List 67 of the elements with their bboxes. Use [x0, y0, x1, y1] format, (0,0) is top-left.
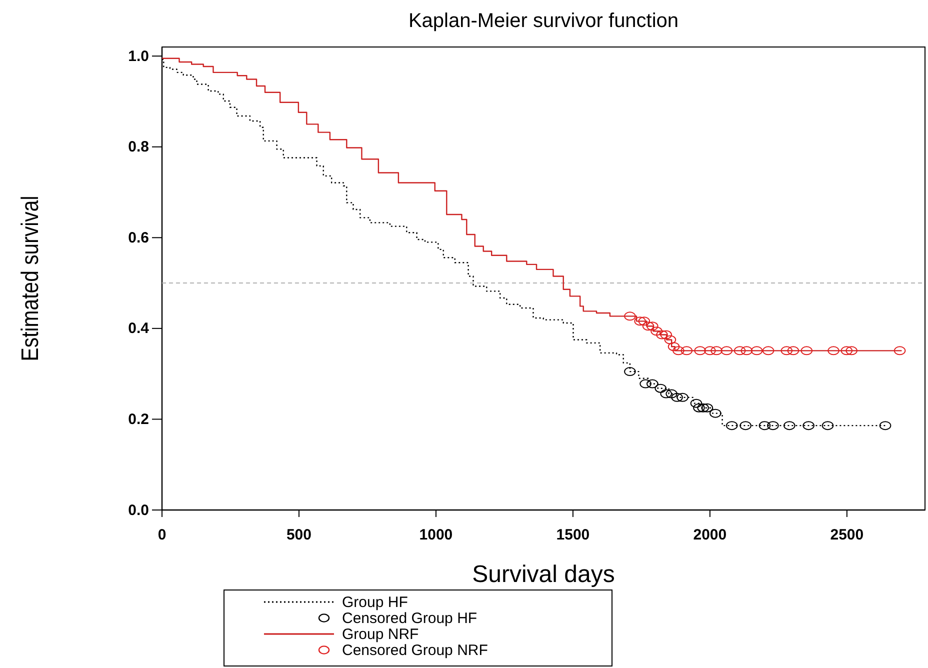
- point: [676, 392, 688, 402]
- x-tick-label: 2500: [830, 526, 864, 544]
- point: [664, 335, 676, 344]
- y-tick-label: 0.8: [128, 138, 149, 156]
- point: [656, 330, 668, 340]
- y-tick-label: 0.2: [128, 411, 149, 428]
- y-tick-label: 1.0: [128, 48, 149, 65]
- point: [894, 346, 906, 356]
- point: [693, 403, 705, 412]
- point: [787, 346, 800, 356]
- point: [646, 379, 658, 388]
- point: [638, 316, 650, 326]
- legend-label: Group NRF: [342, 626, 419, 643]
- point: [783, 421, 796, 430]
- point: [634, 316, 646, 326]
- point: [822, 421, 834, 430]
- legend-label: Group HF: [342, 594, 408, 611]
- x-axis-title: Survival days: [472, 561, 615, 588]
- point: [650, 326, 662, 336]
- point: [660, 389, 672, 398]
- y-tick-label: 0.6: [128, 229, 149, 246]
- point: [654, 384, 667, 393]
- point: [846, 346, 858, 356]
- point: [828, 346, 840, 356]
- point: [740, 346, 753, 356]
- point: [750, 346, 763, 356]
- point: [690, 398, 702, 408]
- point: [800, 346, 813, 356]
- point: [740, 421, 752, 430]
- point: [624, 312, 636, 321]
- point: [624, 367, 636, 376]
- point: [710, 408, 722, 418]
- point: [704, 346, 716, 356]
- x-tick-label: 0: [158, 526, 166, 544]
- point: [720, 346, 733, 356]
- x-tick-label: 500: [286, 526, 312, 544]
- y-tick-label: 0.0: [128, 502, 149, 519]
- point: [680, 346, 693, 356]
- point: [840, 346, 853, 356]
- point: [694, 346, 706, 356]
- point: [666, 389, 678, 398]
- point: [879, 421, 892, 430]
- point: [734, 346, 746, 356]
- point: [646, 322, 658, 331]
- point: [767, 421, 779, 430]
- point: [802, 421, 814, 430]
- x-tick-label: 1000: [419, 526, 453, 544]
- x-tick-label: 2000: [693, 526, 727, 544]
- point: [758, 421, 771, 430]
- point: [672, 346, 684, 356]
- y-tick-label: 0.4: [128, 320, 150, 338]
- y-axis-title: Estimated survival: [16, 196, 44, 362]
- point: [726, 421, 738, 430]
- legend-label: Censored Group HF: [342, 610, 478, 627]
- point: [697, 403, 709, 412]
- point: [671, 392, 683, 402]
- point: [701, 403, 714, 412]
- x-tick-label: 1500: [556, 526, 590, 544]
- chart-title: Kaplan-Meier survivor function: [408, 10, 679, 32]
- point: [660, 330, 672, 340]
- point: [640, 379, 652, 388]
- point: [780, 346, 793, 356]
- point: [710, 346, 722, 356]
- point: [762, 346, 774, 356]
- point: [668, 342, 680, 352]
- legend-label: Censored Group NRF: [342, 642, 488, 659]
- point: [642, 322, 654, 331]
